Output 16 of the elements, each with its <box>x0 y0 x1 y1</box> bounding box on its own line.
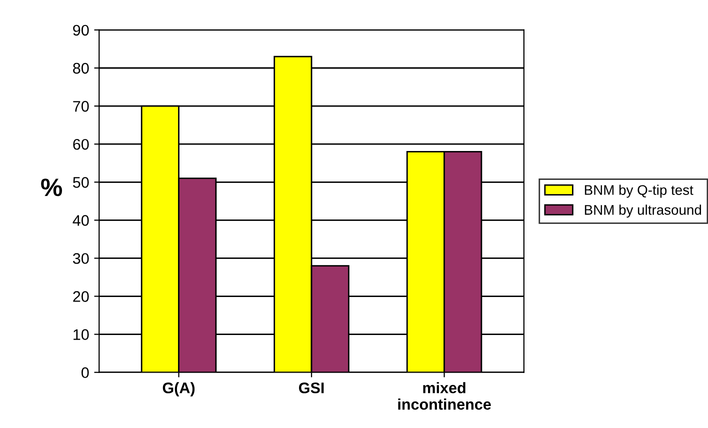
y-tick-label: 20 <box>73 291 89 302</box>
x-tick-label: G(A) <box>162 382 195 396</box>
y-axis-title: % <box>41 178 62 196</box>
y-tick-label: 30 <box>72 253 89 264</box>
legend-label: BNM by Q-tip test <box>584 184 694 198</box>
y-tick-label: 80 <box>73 62 89 74</box>
y-tick-label: 70 <box>73 100 89 112</box>
legend-label: BNM by ultrasound <box>584 204 702 218</box>
y-tick-label: 50 <box>73 177 89 188</box>
y-tick-label: 40 <box>72 215 89 226</box>
x-tick-label: GSI <box>298 382 324 394</box>
y-tick-label: 60 <box>73 138 89 150</box>
y-tick-label: 10 <box>74 329 89 340</box>
y-tick-label: 0 <box>82 367 89 378</box>
y-tick-label: 90 <box>73 24 89 36</box>
x-tick-label: mixed incontinence <box>398 382 491 410</box>
